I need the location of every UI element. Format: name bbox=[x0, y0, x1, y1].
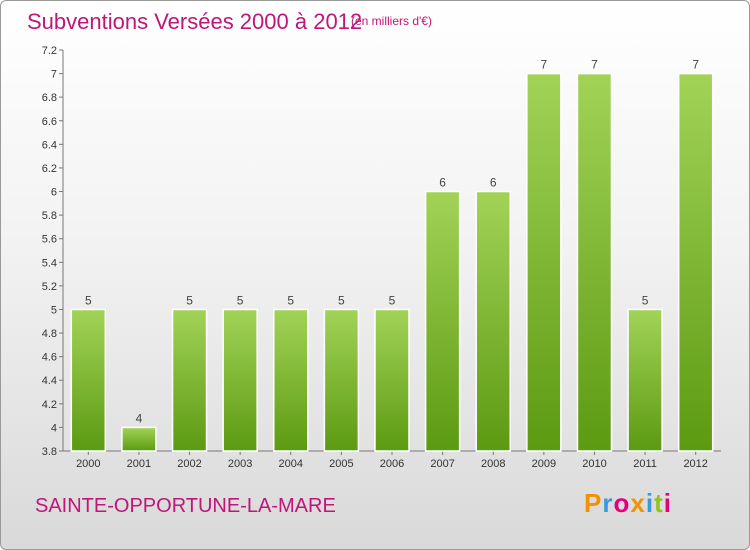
x-tick-label-2005: 2005 bbox=[329, 458, 353, 470]
y-tick-label: 6.6 bbox=[42, 116, 57, 128]
bar-2007 bbox=[424, 190, 461, 452]
y-tick-label: 7.2 bbox=[42, 45, 57, 57]
y-tick-label: 4.4 bbox=[42, 375, 57, 387]
bar-2000 bbox=[70, 308, 107, 452]
y-tick-label: 5 bbox=[51, 304, 57, 316]
y-tick-label: 3.8 bbox=[42, 446, 57, 458]
y-tick-label: 5.8 bbox=[42, 210, 57, 222]
y-tick-label: 4 bbox=[51, 422, 57, 434]
x-tick-label-2012: 2012 bbox=[683, 458, 707, 470]
bar-2003 bbox=[222, 308, 258, 452]
value-label-2012: 7 bbox=[692, 58, 699, 72]
chart-subtitle: (en milliers d'€) bbox=[351, 14, 432, 28]
value-label-2003: 5 bbox=[237, 293, 244, 307]
town-name: SAINTE-OPPORTUNE-LA-MARE bbox=[35, 495, 336, 517]
value-label-2001: 4 bbox=[136, 411, 143, 425]
y-tick-label: 4.8 bbox=[42, 328, 57, 340]
bar-2009 bbox=[526, 72, 562, 452]
value-label-2008: 6 bbox=[490, 176, 497, 190]
y-tick-label: 7 bbox=[51, 69, 57, 81]
bar-2012 bbox=[677, 72, 714, 452]
y-tick-label: 6.8 bbox=[42, 92, 57, 104]
value-label-2009: 7 bbox=[541, 58, 548, 72]
value-label-2005: 5 bbox=[338, 293, 345, 307]
x-tick-label-2000: 2000 bbox=[76, 458, 100, 470]
value-label-2004: 5 bbox=[287, 293, 294, 307]
bar-2006 bbox=[374, 308, 410, 452]
value-label-2006: 5 bbox=[389, 293, 396, 307]
x-tick-label-2010: 2010 bbox=[582, 458, 606, 470]
chart-title: Subventions Versées 2000 à 2012 bbox=[27, 9, 363, 34]
y-tick-label: 4.2 bbox=[42, 399, 57, 411]
x-tick-label-2004: 2004 bbox=[279, 458, 303, 470]
x-tick-label-2011: 2011 bbox=[633, 458, 657, 470]
bar-2008 bbox=[475, 190, 511, 452]
y-tick-label: 6.4 bbox=[42, 139, 57, 151]
x-tick-label-2006: 2006 bbox=[380, 458, 404, 470]
value-label-2002: 5 bbox=[186, 293, 193, 307]
bar-2002 bbox=[171, 308, 208, 452]
x-tick-label-2009: 2009 bbox=[532, 458, 556, 470]
bar-2004 bbox=[273, 308, 309, 452]
y-tick-label: 6.2 bbox=[42, 163, 57, 175]
y-tick-label: 5.4 bbox=[42, 257, 57, 269]
y-tick-label: 5.2 bbox=[42, 281, 57, 293]
x-tick-label-2008: 2008 bbox=[481, 458, 505, 470]
proxiti-logo: Proxiti bbox=[584, 488, 672, 518]
x-tick-label-2003: 2003 bbox=[228, 458, 252, 470]
y-tick-label: 4.6 bbox=[42, 352, 57, 364]
bar-2011 bbox=[627, 308, 663, 452]
x-tick-label-2007: 2007 bbox=[430, 458, 454, 470]
value-label-2007: 6 bbox=[439, 176, 446, 190]
x-tick-label-2001: 2001 bbox=[127, 458, 151, 470]
bar-2005 bbox=[323, 308, 360, 452]
x-tick-label-2002: 2002 bbox=[177, 458, 201, 470]
value-label-2000: 5 bbox=[85, 293, 92, 307]
value-label-2011: 5 bbox=[642, 293, 649, 307]
value-label-2010: 7 bbox=[591, 58, 598, 72]
bar-2010 bbox=[576, 72, 613, 452]
y-tick-label: 5.6 bbox=[42, 234, 57, 246]
bar-2001 bbox=[121, 426, 157, 452]
y-tick-label: 6 bbox=[51, 187, 57, 199]
